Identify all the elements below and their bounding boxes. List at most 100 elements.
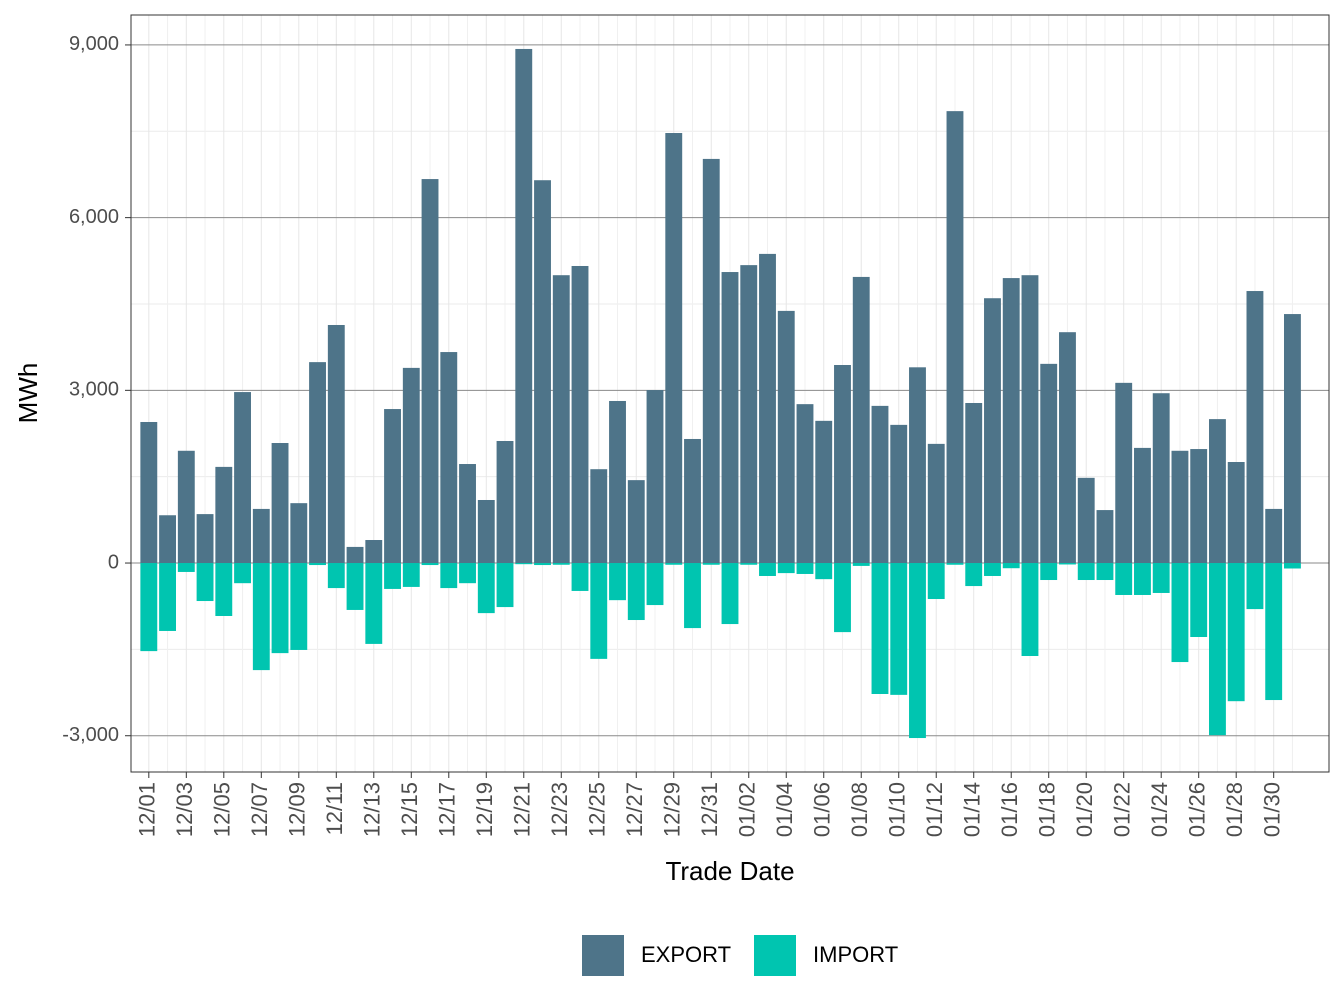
bar — [421, 179, 439, 564]
bar — [1040, 363, 1058, 564]
bar — [1040, 563, 1058, 581]
bar — [815, 420, 833, 564]
bar — [440, 563, 458, 589]
bar — [665, 133, 683, 564]
bar — [834, 365, 851, 564]
bar — [796, 563, 814, 574]
bar — [927, 443, 945, 564]
bar — [1115, 382, 1133, 564]
bar — [271, 563, 289, 654]
bar — [346, 563, 364, 610]
x-tick-label: 12/11 — [322, 782, 347, 835]
bar — [496, 440, 514, 564]
bar — [984, 563, 1001, 576]
bar — [815, 563, 833, 580]
bar — [684, 563, 701, 629]
bar — [1021, 563, 1039, 657]
bar — [909, 367, 926, 564]
x-tick-label: 12/13 — [360, 782, 385, 837]
bar — [1265, 508, 1283, 564]
bar — [327, 563, 345, 589]
bar — [346, 546, 364, 564]
legend-label: EXPORT — [641, 942, 731, 967]
bar — [1190, 563, 1208, 638]
bar — [421, 563, 439, 566]
bar — [571, 563, 589, 591]
bar — [852, 563, 870, 566]
x-tick-label: 01/14 — [960, 782, 985, 837]
bar — [271, 443, 289, 564]
legend-swatch — [582, 935, 624, 976]
bar — [477, 499, 495, 564]
y-tick-label: 9,000 — [69, 33, 119, 55]
bar — [252, 563, 270, 671]
bar — [740, 563, 758, 565]
bar — [1134, 447, 1151, 564]
bar — [890, 563, 908, 695]
bar — [140, 421, 158, 564]
bar — [1077, 563, 1095, 581]
x-tick-label: 12/09 — [285, 782, 310, 837]
bar — [796, 404, 814, 564]
bar — [534, 180, 551, 564]
bar — [627, 480, 645, 564]
bar — [459, 563, 476, 584]
bar — [871, 405, 889, 564]
bar — [721, 272, 739, 564]
x-tick-label: 01/26 — [1185, 782, 1210, 837]
bar — [646, 563, 664, 606]
bar — [1059, 563, 1076, 565]
bar — [1227, 563, 1245, 702]
bar — [365, 540, 383, 564]
legend-label: IMPORT — [813, 942, 898, 967]
bar — [215, 563, 233, 616]
x-tick-label: 01/18 — [1035, 782, 1060, 837]
bar — [1227, 462, 1245, 564]
bar — [365, 563, 383, 644]
x-tick-label: 01/20 — [1072, 782, 1097, 837]
bar — [702, 158, 720, 564]
bar — [777, 563, 795, 574]
bar — [946, 111, 964, 564]
y-tick-label: 0 — [108, 551, 119, 573]
bar — [852, 276, 870, 564]
bar — [609, 563, 626, 601]
x-tick-label: 01/16 — [997, 782, 1022, 837]
bar — [252, 508, 270, 564]
bar — [590, 469, 608, 564]
x-tick-label: 01/30 — [1260, 782, 1285, 837]
bar — [984, 298, 1001, 564]
bar — [515, 563, 533, 565]
bar — [459, 464, 476, 564]
bar — [740, 265, 758, 564]
bar — [552, 563, 570, 565]
bar — [1134, 563, 1151, 595]
bar — [684, 438, 701, 564]
bar — [290, 503, 308, 564]
bar — [384, 409, 401, 564]
bar — [1077, 477, 1095, 564]
x-tick-label: 01/28 — [1222, 782, 1247, 837]
x-axis-title: Trade Date — [665, 856, 794, 886]
y-tick-label: 3,000 — [69, 379, 119, 401]
bar — [702, 563, 720, 565]
x-tick-label: 01/04 — [772, 782, 797, 837]
bar — [665, 563, 683, 565]
bar — [1284, 314, 1301, 564]
plot-border — [130, 14, 1330, 773]
bar — [515, 48, 533, 564]
x-tick-label: 12/05 — [210, 782, 235, 837]
bar — [1059, 332, 1076, 564]
bar — [327, 324, 345, 564]
bar — [946, 563, 964, 565]
bar — [1246, 563, 1264, 610]
x-tick-label: 01/12 — [922, 782, 947, 837]
x-tick-label: 12/29 — [660, 782, 685, 837]
x-tick-label: 12/01 — [135, 782, 160, 837]
bar — [909, 563, 926, 739]
x-tick-label: 12/21 — [510, 782, 535, 837]
x-tick-label: 12/17 — [435, 782, 460, 837]
bar — [159, 563, 176, 631]
bar — [1284, 563, 1301, 569]
